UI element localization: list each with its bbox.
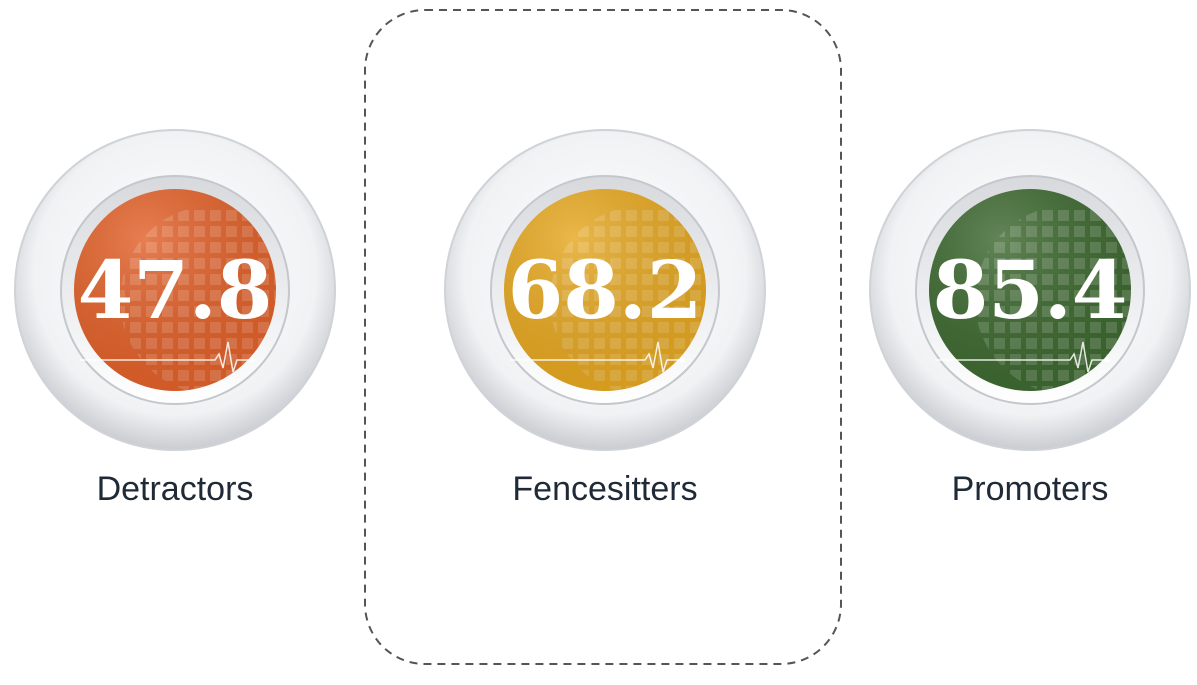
score-value: 85.4 — [933, 243, 1128, 337]
gauge: 85.4 Promoters — [869, 129, 1191, 508]
segment-label: Fencesitters — [512, 470, 697, 508]
segment-label: Detractors — [97, 470, 254, 508]
gauge: 68.2 Fencesitters — [444, 129, 766, 508]
pulse-line — [935, 341, 1105, 373]
disc-shine — [504, 189, 706, 391]
pulse-dot — [249, 357, 255, 363]
highlight-frame — [364, 9, 842, 665]
score-value: 68.2 — [508, 243, 703, 337]
pulse-line — [510, 341, 680, 373]
disc-shine — [74, 189, 276, 391]
gauge: 47.8 Detractors — [14, 129, 336, 508]
pulse-dot — [1104, 357, 1110, 363]
pulse-dot — [679, 357, 685, 363]
pulse-line — [80, 341, 250, 373]
disc-shine — [929, 189, 1131, 391]
score-value: 47.8 — [78, 243, 273, 337]
segment-label: Promoters — [952, 470, 1109, 508]
